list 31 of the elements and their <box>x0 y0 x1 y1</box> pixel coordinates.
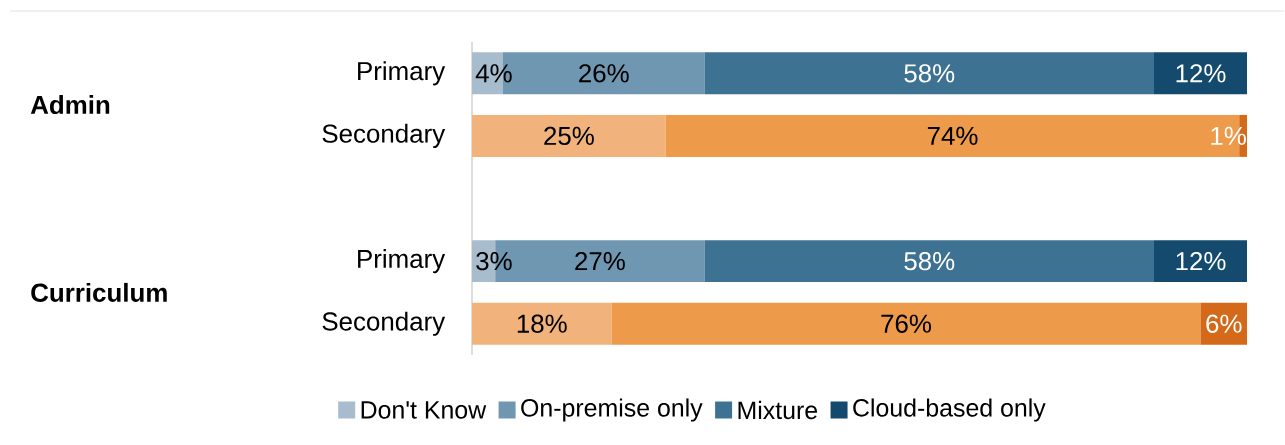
y-tick-label: Primary <box>358 61 446 86</box>
y-tick-label: Secondary <box>322 123 446 148</box>
data-label: 1% <box>1211 126 1246 145</box>
data-label: 74% <box>927 126 978 145</box>
data-label: 58% <box>904 64 955 83</box>
data-label: 3% <box>476 251 512 271</box>
bar <box>1154 240 1248 283</box>
data-label: 25% <box>544 126 594 146</box>
data-label: 26% <box>579 64 629 83</box>
legend-label: On-premise only <box>521 398 703 422</box>
bar <box>704 52 1155 95</box>
data-label: 12% <box>1176 64 1226 83</box>
data-label: 4% <box>475 64 512 83</box>
data-label: 18% <box>517 314 567 333</box>
data-label: 58% <box>904 251 955 271</box>
bar <box>1154 52 1248 95</box>
bar <box>611 302 1201 345</box>
legend-label: Mixture <box>738 400 818 420</box>
data-label: 12% <box>1176 251 1226 271</box>
legend-label: Don't Know <box>361 401 487 419</box>
data-label: 76% <box>881 314 931 333</box>
bar <box>472 302 612 345</box>
text: Curriculum <box>31 282 167 302</box>
bar <box>472 114 666 157</box>
legend-label: Cloud-based only <box>853 398 1046 422</box>
bar <box>704 240 1155 283</box>
y-tick-label: Primary <box>358 249 446 274</box>
data-label: 27% <box>575 251 625 271</box>
data-label: 6% <box>1206 314 1242 333</box>
text: Admin <box>30 95 110 115</box>
y-tick-label: Secondary <box>322 311 446 336</box>
